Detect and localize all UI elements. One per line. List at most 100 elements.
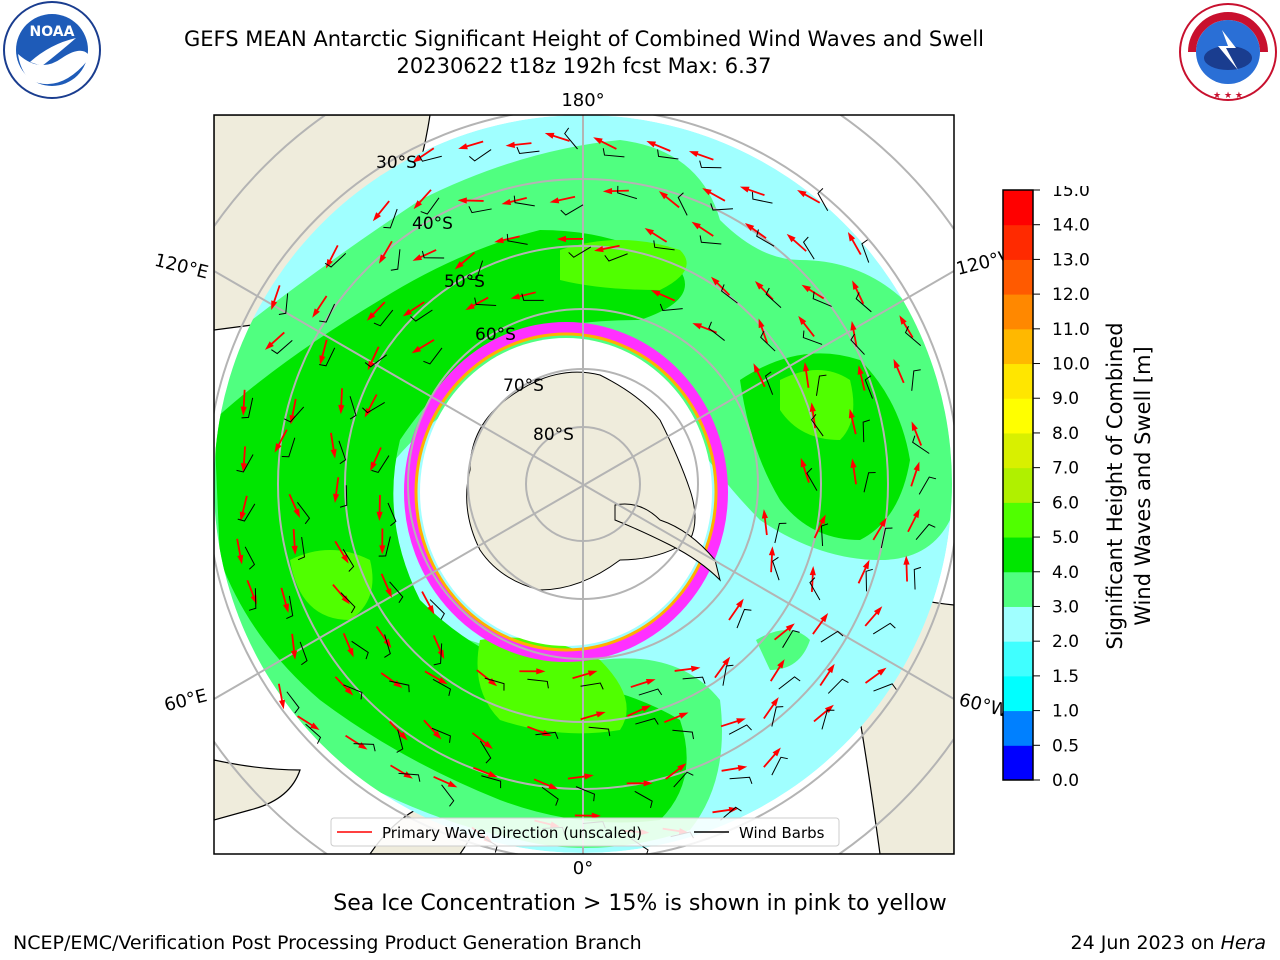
wind-barb bbox=[915, 523, 936, 541]
nws-logo-stars: ★ ★ ★ bbox=[1213, 91, 1243, 101]
colorbar-cells bbox=[1003, 190, 1033, 781]
wind-barb bbox=[410, 309, 433, 322]
wind-barb bbox=[806, 467, 818, 491]
wave-arrowhead bbox=[402, 308, 413, 317]
wind-barb bbox=[821, 709, 835, 730]
noaa-logo: NOAA bbox=[3, 1, 101, 99]
wave-arrowhead bbox=[857, 365, 864, 375]
colorbar-tick-label: 0.0 bbox=[1052, 771, 1079, 786]
chart-subtitle: 20230622 t18z 192h fcst Max: 6.37 bbox=[396, 54, 772, 78]
wind-barb bbox=[527, 678, 549, 689]
colorbar-cell bbox=[1003, 745, 1033, 781]
wind-barb bbox=[659, 303, 683, 311]
wave-arrowhead bbox=[385, 588, 392, 598]
wave-arrowhead bbox=[770, 697, 779, 707]
wind-barb bbox=[484, 677, 505, 691]
colorbar-tick-label: 6.0 bbox=[1052, 493, 1079, 513]
colorbar-cell bbox=[1003, 432, 1033, 469]
wind-barb bbox=[429, 599, 445, 620]
wind-barb bbox=[765, 287, 782, 309]
wind-barb bbox=[771, 756, 788, 776]
wind-barb bbox=[827, 678, 849, 694]
wind-barb bbox=[708, 321, 725, 341]
wave-arrowhead bbox=[850, 321, 857, 331]
wind-barb bbox=[862, 419, 870, 443]
colorbar-tick-label: 12.0 bbox=[1052, 285, 1090, 305]
wave-arrowhead bbox=[341, 595, 350, 605]
wind-barb bbox=[340, 592, 356, 614]
colorbar-cell bbox=[1003, 190, 1033, 226]
wind-barb bbox=[353, 743, 376, 752]
wind-barb bbox=[802, 236, 815, 260]
wave-arrowhead bbox=[465, 302, 475, 311]
wind-barb bbox=[635, 717, 659, 725]
wind-barb bbox=[283, 406, 305, 423]
wave-arrowhead bbox=[378, 254, 387, 264]
wave-arrowhead bbox=[379, 545, 386, 555]
wind-barb bbox=[764, 371, 774, 395]
wave-arrowhead bbox=[913, 461, 920, 472]
wave-arrowhead bbox=[447, 780, 458, 788]
latitude-labels: 30°S 40°S 50°S 60°S 70°S 80°S bbox=[376, 153, 574, 445]
wind-barb bbox=[564, 127, 578, 150]
lon-label-180: 180° bbox=[561, 90, 604, 111]
wind-barb bbox=[390, 249, 401, 271]
wave-arrowhead bbox=[584, 773, 594, 780]
wave-arrowhead bbox=[282, 603, 289, 613]
wave-arrowhead bbox=[330, 449, 337, 459]
colorbar-cell bbox=[1003, 224, 1033, 260]
wind-barb bbox=[634, 790, 653, 809]
wave-arrowhead bbox=[911, 421, 918, 431]
wave-arrowhead bbox=[677, 763, 687, 772]
wind-barb bbox=[521, 293, 544, 301]
wind-barb bbox=[378, 536, 391, 557]
wind-barb bbox=[469, 260, 484, 281]
wind-barb bbox=[575, 786, 596, 802]
branch-credit: NCEP/EMC/Verification Post Processing Pr… bbox=[13, 932, 642, 954]
wind-barb bbox=[817, 188, 829, 211]
wave-arrowhead bbox=[412, 155, 422, 163]
wave-arrowhead bbox=[333, 493, 340, 504]
wave-arrowhead bbox=[432, 730, 442, 740]
colorbar-cell bbox=[1003, 294, 1033, 330]
wind-barb bbox=[560, 204, 584, 216]
wave-arrowhead bbox=[797, 189, 807, 198]
wave-arrowhead bbox=[702, 188, 712, 196]
colorbar-tick-label: 14.0 bbox=[1052, 216, 1090, 236]
wave-arrowhead bbox=[650, 290, 661, 297]
wind-barb bbox=[418, 154, 442, 162]
colorbar-cell bbox=[1003, 467, 1033, 503]
wind-barb bbox=[568, 246, 592, 258]
wind-barb bbox=[297, 501, 311, 525]
wave-arrowhead bbox=[847, 232, 856, 242]
wind-barb bbox=[872, 622, 896, 635]
wind-barb bbox=[720, 284, 738, 304]
wave-arrowhead bbox=[761, 509, 768, 519]
wind-barb bbox=[396, 729, 404, 753]
wave-arrowhead bbox=[556, 235, 567, 243]
wind-barb bbox=[241, 397, 254, 419]
colorbar-cell bbox=[1003, 398, 1033, 434]
colorbar-cell bbox=[1003, 675, 1033, 712]
wave-arrowhead bbox=[341, 554, 349, 564]
wind-barb bbox=[809, 577, 821, 601]
wind-barb bbox=[760, 330, 776, 352]
wave-arrowhead bbox=[644, 228, 655, 236]
wave-arrowhead bbox=[370, 461, 377, 472]
wave-arrowhead bbox=[722, 656, 731, 666]
wave-arrowhead bbox=[753, 363, 761, 373]
wind-barb bbox=[432, 678, 452, 696]
wave-arrowhead bbox=[411, 345, 422, 354]
wind-barb bbox=[319, 347, 336, 367]
wind-barb bbox=[873, 683, 897, 692]
colorbar-cell bbox=[1003, 502, 1033, 538]
wind-barb bbox=[236, 454, 254, 473]
wind-barb bbox=[756, 229, 775, 247]
wave-arrowhead bbox=[372, 212, 381, 222]
wind-barb bbox=[782, 629, 800, 648]
wave-arrowhead bbox=[744, 223, 755, 231]
colorbar-tick-label: 10.0 bbox=[1052, 355, 1090, 375]
wind-barb bbox=[481, 775, 502, 789]
legend-wave-label: Primary Wave Direction (unscaled) bbox=[382, 824, 642, 842]
wave-arrowhead bbox=[438, 677, 448, 685]
